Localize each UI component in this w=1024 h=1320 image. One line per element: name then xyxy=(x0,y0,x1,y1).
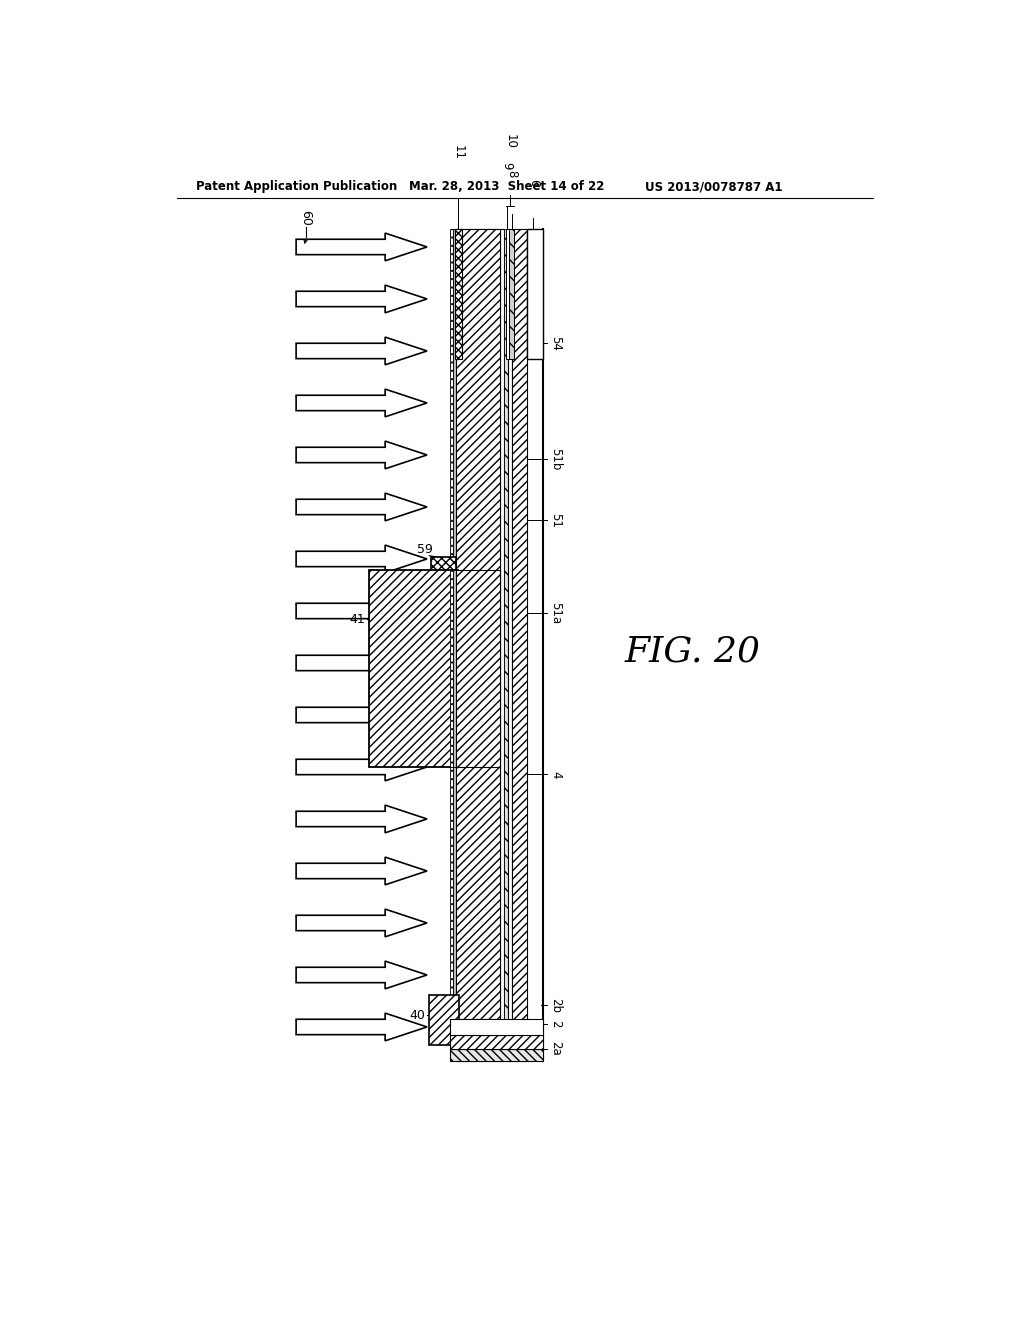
Text: 51b: 51b xyxy=(550,447,562,470)
Bar xyxy=(506,230,509,359)
Bar xyxy=(456,230,500,1019)
Text: 51a: 51a xyxy=(550,602,562,624)
Text: US 2013/0078787 A1: US 2013/0078787 A1 xyxy=(645,181,782,194)
Text: 54: 54 xyxy=(550,335,562,351)
Text: 9: 9 xyxy=(501,162,514,170)
Text: 59: 59 xyxy=(417,543,432,556)
Text: 60: 60 xyxy=(300,210,312,226)
Bar xyxy=(451,230,454,1061)
Bar xyxy=(500,230,504,1061)
Bar xyxy=(509,230,514,359)
Text: 2: 2 xyxy=(550,1020,562,1028)
Bar xyxy=(512,230,527,1061)
Bar xyxy=(451,1035,543,1048)
Bar xyxy=(454,570,456,767)
Bar xyxy=(451,1048,543,1061)
Text: 2a: 2a xyxy=(550,1041,562,1056)
Bar xyxy=(504,230,508,1061)
Text: FIG. 20: FIG. 20 xyxy=(625,634,761,668)
Text: 2b: 2b xyxy=(550,998,562,1012)
Text: 8: 8 xyxy=(505,170,518,178)
Text: 10: 10 xyxy=(503,133,516,148)
Text: 40: 40 xyxy=(410,1008,425,1022)
Bar xyxy=(454,230,456,1061)
Bar xyxy=(456,570,500,767)
Text: 4: 4 xyxy=(550,771,562,779)
Bar xyxy=(451,570,454,767)
Bar xyxy=(527,230,543,359)
Bar xyxy=(451,1019,543,1035)
Bar xyxy=(431,557,456,598)
Bar xyxy=(456,230,500,1061)
Bar xyxy=(508,230,512,1061)
Text: Patent Application Publication: Patent Application Publication xyxy=(196,181,397,194)
Bar xyxy=(370,570,458,767)
Text: 6: 6 xyxy=(527,180,541,187)
Text: Mar. 28, 2013  Sheet 14 of 22: Mar. 28, 2013 Sheet 14 of 22 xyxy=(410,181,605,194)
Bar xyxy=(429,995,459,1045)
Text: 51: 51 xyxy=(550,513,562,528)
Text: 41: 41 xyxy=(349,612,366,626)
Text: 11: 11 xyxy=(452,145,464,160)
Bar xyxy=(455,230,463,359)
